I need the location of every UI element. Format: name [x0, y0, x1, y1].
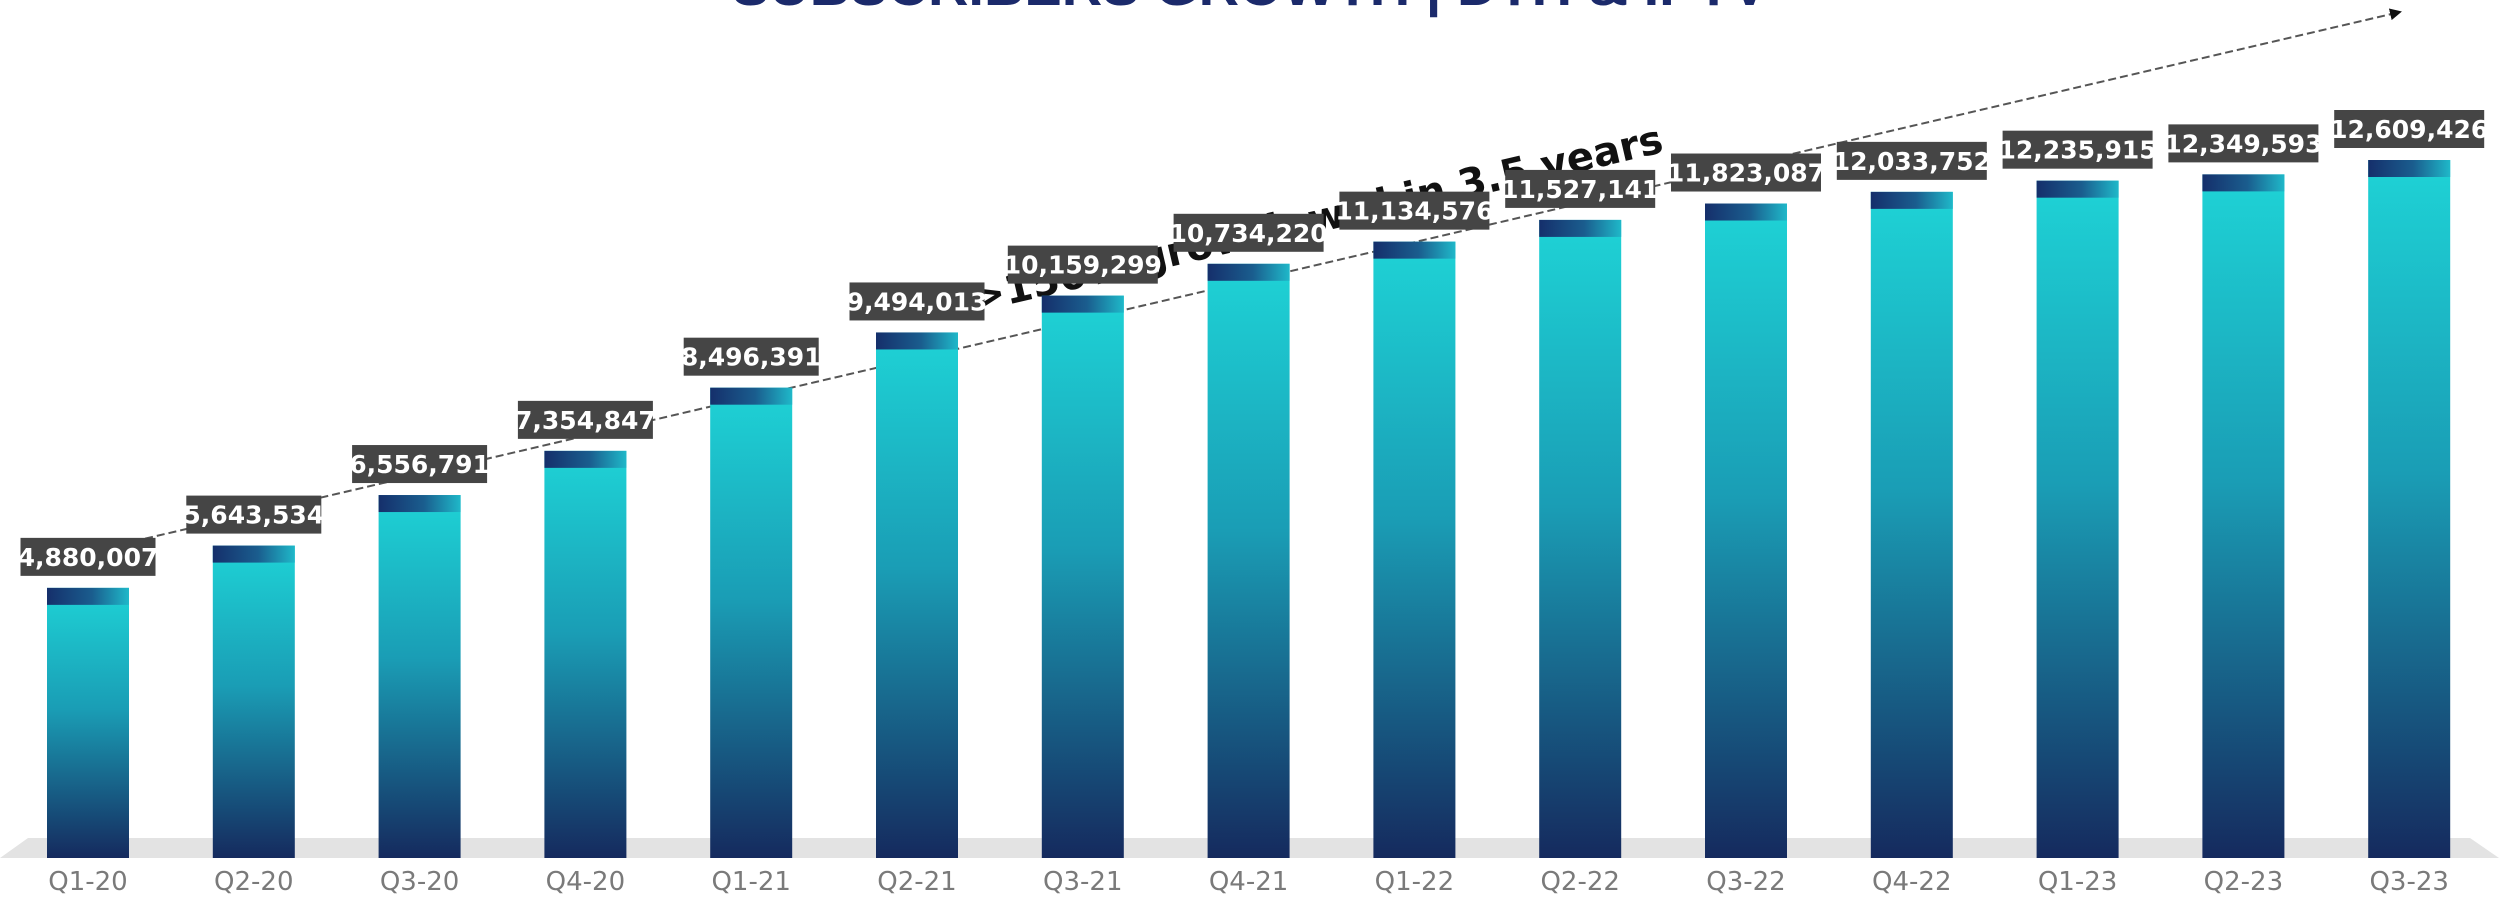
data-label-box [1339, 191, 1490, 230]
data-label: 8,496,391 [681, 343, 822, 372]
x-tick-label: Q4-21 [1209, 867, 1288, 897]
data-label-box [1505, 169, 1656, 208]
bar-q1-21 [710, 387, 793, 858]
bar-q2-23 [2202, 174, 2285, 858]
data-label-box [352, 445, 488, 484]
data-label: 7,354,847 [515, 406, 656, 435]
data-label: 12,349,593 [2164, 129, 2322, 158]
bar-cap [1041, 295, 1124, 313]
x-tick-label: Q3-23 [2369, 867, 2448, 897]
x-tick-label: Q2-20 [214, 867, 293, 897]
x-tick-label: Q1-22 [1375, 867, 1454, 897]
data-label: 10,734,220 [1170, 219, 1328, 248]
data-label-box [849, 282, 985, 321]
bar-cap [710, 387, 793, 405]
x-tick-label: Q4-20 [546, 867, 625, 897]
x-tick-label: Q3-20 [380, 867, 459, 897]
bar-cap [1373, 241, 1456, 259]
data-label-box [2334, 110, 2485, 148]
data-label-box [2168, 124, 2319, 163]
bar-cap [2036, 180, 2119, 198]
data-label-box [1007, 245, 1158, 284]
data-label-box [517, 400, 653, 439]
bar-q1-23 [2036, 180, 2119, 859]
data-label: 10,159,299 [1004, 251, 1162, 280]
data-label: 12,235,915 [1999, 136, 2157, 165]
x-tick-label: Q1-20 [48, 867, 127, 897]
bar-q4-22 [1870, 191, 1953, 858]
x-tick-label: Q3-22 [1706, 867, 1785, 897]
bar-cap [1870, 191, 1953, 209]
data-label-box [186, 495, 322, 534]
data-label: 5,643,534 [183, 501, 324, 530]
bar-q4-20 [544, 450, 627, 858]
data-label-box [1836, 141, 1987, 180]
x-tick-label: Q2-21 [877, 867, 956, 897]
bar-cap [1539, 219, 1622, 237]
data-label-box [1671, 153, 1821, 192]
x-tick-label: Q3-21 [1043, 867, 1122, 897]
bar-q2-20 [212, 545, 295, 858]
bar-q1-22 [1373, 241, 1456, 858]
bar-cap [544, 450, 627, 468]
bar-cap [1705, 203, 1787, 221]
data-label: 9,494,013 [847, 287, 988, 316]
data-label: 11,527,141 [1501, 175, 1659, 204]
bar-q1-20 [47, 587, 129, 858]
bar-cap [876, 332, 958, 350]
data-label-box [683, 337, 819, 376]
bar-cap [47, 587, 129, 605]
x-tick-label: Q4-22 [1872, 867, 1951, 897]
data-label: 12,033,752 [1833, 147, 1991, 176]
bar-cap [2368, 160, 2451, 177]
data-labels-layer: 4,880,007 5,643,534 6,556,791 7,354,847 8,49… [18, 110, 2488, 576]
bars-layer [47, 160, 2451, 859]
x-tick-label: Q1-21 [711, 867, 790, 897]
bar-q4-21 [1207, 263, 1290, 858]
bar-cap [2202, 174, 2285, 192]
x-tick-label: Q2-23 [2204, 867, 2283, 897]
bar-cap [378, 495, 461, 513]
x-tick-label: Q1-23 [2038, 867, 2117, 897]
data-label: 11,134,576 [1335, 197, 1493, 226]
x-tick-label: Q2-22 [1540, 867, 1619, 897]
bar-q2-21 [876, 332, 958, 859]
bar-q2-22 [1539, 219, 1622, 858]
data-label: 6,556,791 [349, 450, 490, 479]
data-label: 4,880,007 [18, 543, 159, 572]
data-label: 12,609,426 [2330, 115, 2488, 144]
bar-cap [1207, 263, 1290, 281]
data-label: 11,823,087 [1667, 159, 1825, 188]
data-label-box [1173, 213, 1324, 252]
x-axis-ticks: Q1-20 Q2-20 Q3-20 Q4-20 Q1-21 Q2-21 Q3-21 Q4-21… [48, 867, 2449, 897]
bar-q3-22 [1705, 203, 1787, 858]
bar-q3-20 [378, 495, 461, 858]
data-label-box [2002, 130, 2153, 169]
bar-cap [212, 545, 295, 563]
bar-q3-23 [2368, 160, 2451, 858]
chart-title: SUBSCRIBERS GROWTH | DTH & IPTV [732, 0, 1768, 18]
data-label-box [20, 537, 156, 576]
bar-q3-21 [1041, 295, 1124, 858]
